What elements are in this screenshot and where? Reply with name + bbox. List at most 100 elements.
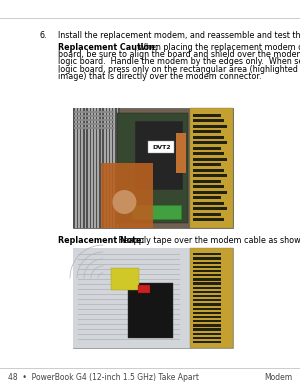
Bar (138, 285, 150, 293)
Bar (91, 108, 93, 228)
Bar (78, 268, 180, 270)
Bar (193, 270, 221, 272)
Bar (193, 299, 221, 301)
Bar (193, 163, 221, 166)
Bar (193, 169, 224, 172)
Bar (193, 114, 221, 117)
Bar (78, 324, 180, 325)
Text: board, be sure to align the board and shield over the modem connector on the: board, be sure to align the board and sh… (58, 50, 300, 59)
Bar (128, 283, 173, 338)
Bar (78, 303, 180, 305)
Bar (193, 257, 221, 260)
Bar (193, 180, 221, 183)
Bar (98, 108, 99, 228)
Text: Install the replacement modem, and reassemble and test the computer.: Install the replacement modem, and reass… (58, 31, 300, 40)
Bar (135, 121, 183, 190)
Bar (193, 125, 227, 128)
Bar (193, 282, 221, 285)
Bar (78, 279, 180, 280)
Text: DVT2: DVT2 (152, 145, 171, 150)
Bar (193, 316, 221, 318)
Bar (193, 207, 227, 210)
Bar (193, 341, 221, 343)
Bar (78, 253, 180, 255)
Bar (193, 337, 221, 339)
Text: Replacement Caution:: Replacement Caution: (58, 43, 158, 52)
Bar (193, 287, 221, 289)
Bar (78, 293, 180, 295)
Bar (78, 338, 180, 340)
Bar (75, 108, 77, 228)
Bar (74, 111, 114, 113)
Bar (193, 196, 221, 199)
Bar (74, 123, 114, 125)
Bar (193, 130, 221, 133)
Bar (107, 108, 109, 228)
Bar (193, 158, 227, 161)
Bar (111, 268, 139, 290)
Text: Modem: Modem (264, 374, 292, 383)
Bar (193, 202, 224, 205)
Text: 6.: 6. (40, 31, 47, 40)
Bar (78, 274, 180, 275)
Bar (78, 289, 180, 290)
Bar (78, 334, 180, 335)
Bar (193, 191, 227, 194)
Bar (78, 329, 180, 330)
Bar (193, 328, 221, 331)
Bar (104, 108, 106, 228)
Bar (193, 324, 221, 327)
Text: When placing the replacement modem on the logic: When placing the replacement modem on th… (133, 43, 300, 52)
Bar (193, 136, 224, 139)
Bar (193, 278, 221, 281)
Bar (73, 248, 190, 348)
Text: Replacement Note:: Replacement Note: (58, 236, 145, 245)
Bar (193, 185, 224, 188)
Bar (113, 108, 115, 228)
Circle shape (112, 190, 136, 214)
Bar (81, 108, 83, 228)
Bar (193, 320, 221, 322)
Bar (190, 248, 233, 348)
Bar (78, 263, 180, 265)
Bar (193, 141, 227, 144)
Bar (78, 108, 80, 228)
Bar (78, 314, 180, 315)
Bar (100, 108, 102, 228)
Bar (132, 205, 181, 219)
Bar (193, 312, 221, 314)
Bar (193, 213, 221, 216)
Bar (193, 308, 221, 310)
Text: logic board, press only on the rectangular area (highlighted in green in the fol: logic board, press only on the rectangul… (58, 64, 300, 74)
Bar (193, 295, 221, 297)
Text: 48  •  PowerBook G4 (12-inch 1.5 GHz) Take Apart: 48 • PowerBook G4 (12-inch 1.5 GHz) Take… (8, 374, 199, 383)
Bar (74, 118, 114, 121)
Bar (94, 108, 96, 228)
Bar (73, 108, 120, 228)
Bar (88, 108, 90, 228)
Bar (193, 147, 221, 150)
Bar (193, 262, 221, 264)
Bar (193, 174, 227, 177)
Bar (193, 291, 221, 293)
Bar (85, 108, 86, 228)
Bar (193, 333, 221, 335)
Bar (117, 108, 118, 228)
Bar (78, 258, 180, 260)
Bar (193, 120, 224, 122)
Bar (78, 284, 180, 285)
Bar (148, 141, 174, 153)
Text: image) that is directly over the modem connector.: image) that is directly over the modem c… (58, 72, 262, 81)
Bar (78, 308, 180, 310)
Bar (176, 133, 186, 173)
Bar (193, 266, 221, 268)
Bar (74, 126, 114, 129)
Bar (117, 113, 188, 223)
Bar (78, 319, 180, 320)
Bar (193, 253, 221, 255)
Bar (193, 218, 224, 221)
Bar (78, 298, 180, 300)
Bar (193, 303, 221, 306)
Bar (193, 274, 221, 276)
Bar (101, 163, 153, 228)
